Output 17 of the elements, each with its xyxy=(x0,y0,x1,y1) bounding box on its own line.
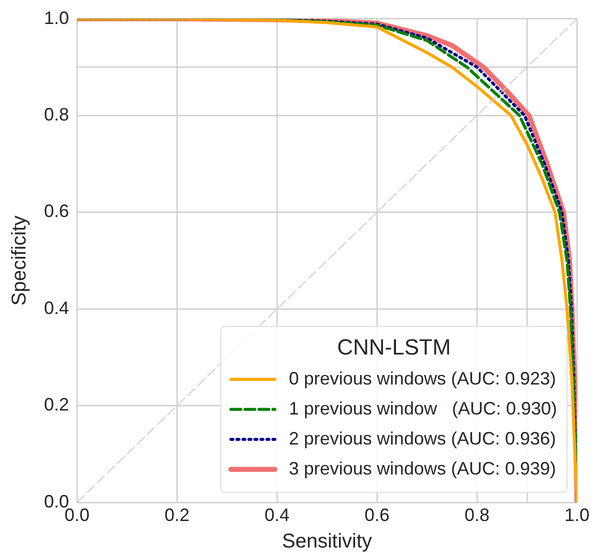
x-axis-title: Sensitivity xyxy=(282,530,372,553)
x-tick-label: 1.0 xyxy=(564,505,590,526)
legend-title: CNN-LSTM xyxy=(337,334,451,360)
y-tick-label: 0.8 xyxy=(44,104,70,124)
legend-label: 0 previous windows (AUC: 0.923) xyxy=(288,368,556,388)
x-tick-label: 0.6 xyxy=(364,505,390,526)
legend-label: 2 previous windows (AUC: 0.936) xyxy=(288,428,556,448)
y-axis-title: Specificity xyxy=(8,216,31,306)
x-tick-label: 0.4 xyxy=(264,505,290,526)
y-tick-label: 0.2 xyxy=(44,394,70,415)
legend-label: 3 previous windows (AUC: 0.939) xyxy=(288,458,556,478)
x-tick-label: 0.2 xyxy=(164,505,190,526)
x-tick-label: 0.8 xyxy=(464,505,490,526)
y-tick-label: 0.4 xyxy=(44,298,70,318)
y-tick-label: 1.0 xyxy=(44,8,70,28)
legend-label: 1 previous window (AUC: 0.930) xyxy=(288,398,558,418)
y-tick-label: 0.6 xyxy=(44,201,70,222)
